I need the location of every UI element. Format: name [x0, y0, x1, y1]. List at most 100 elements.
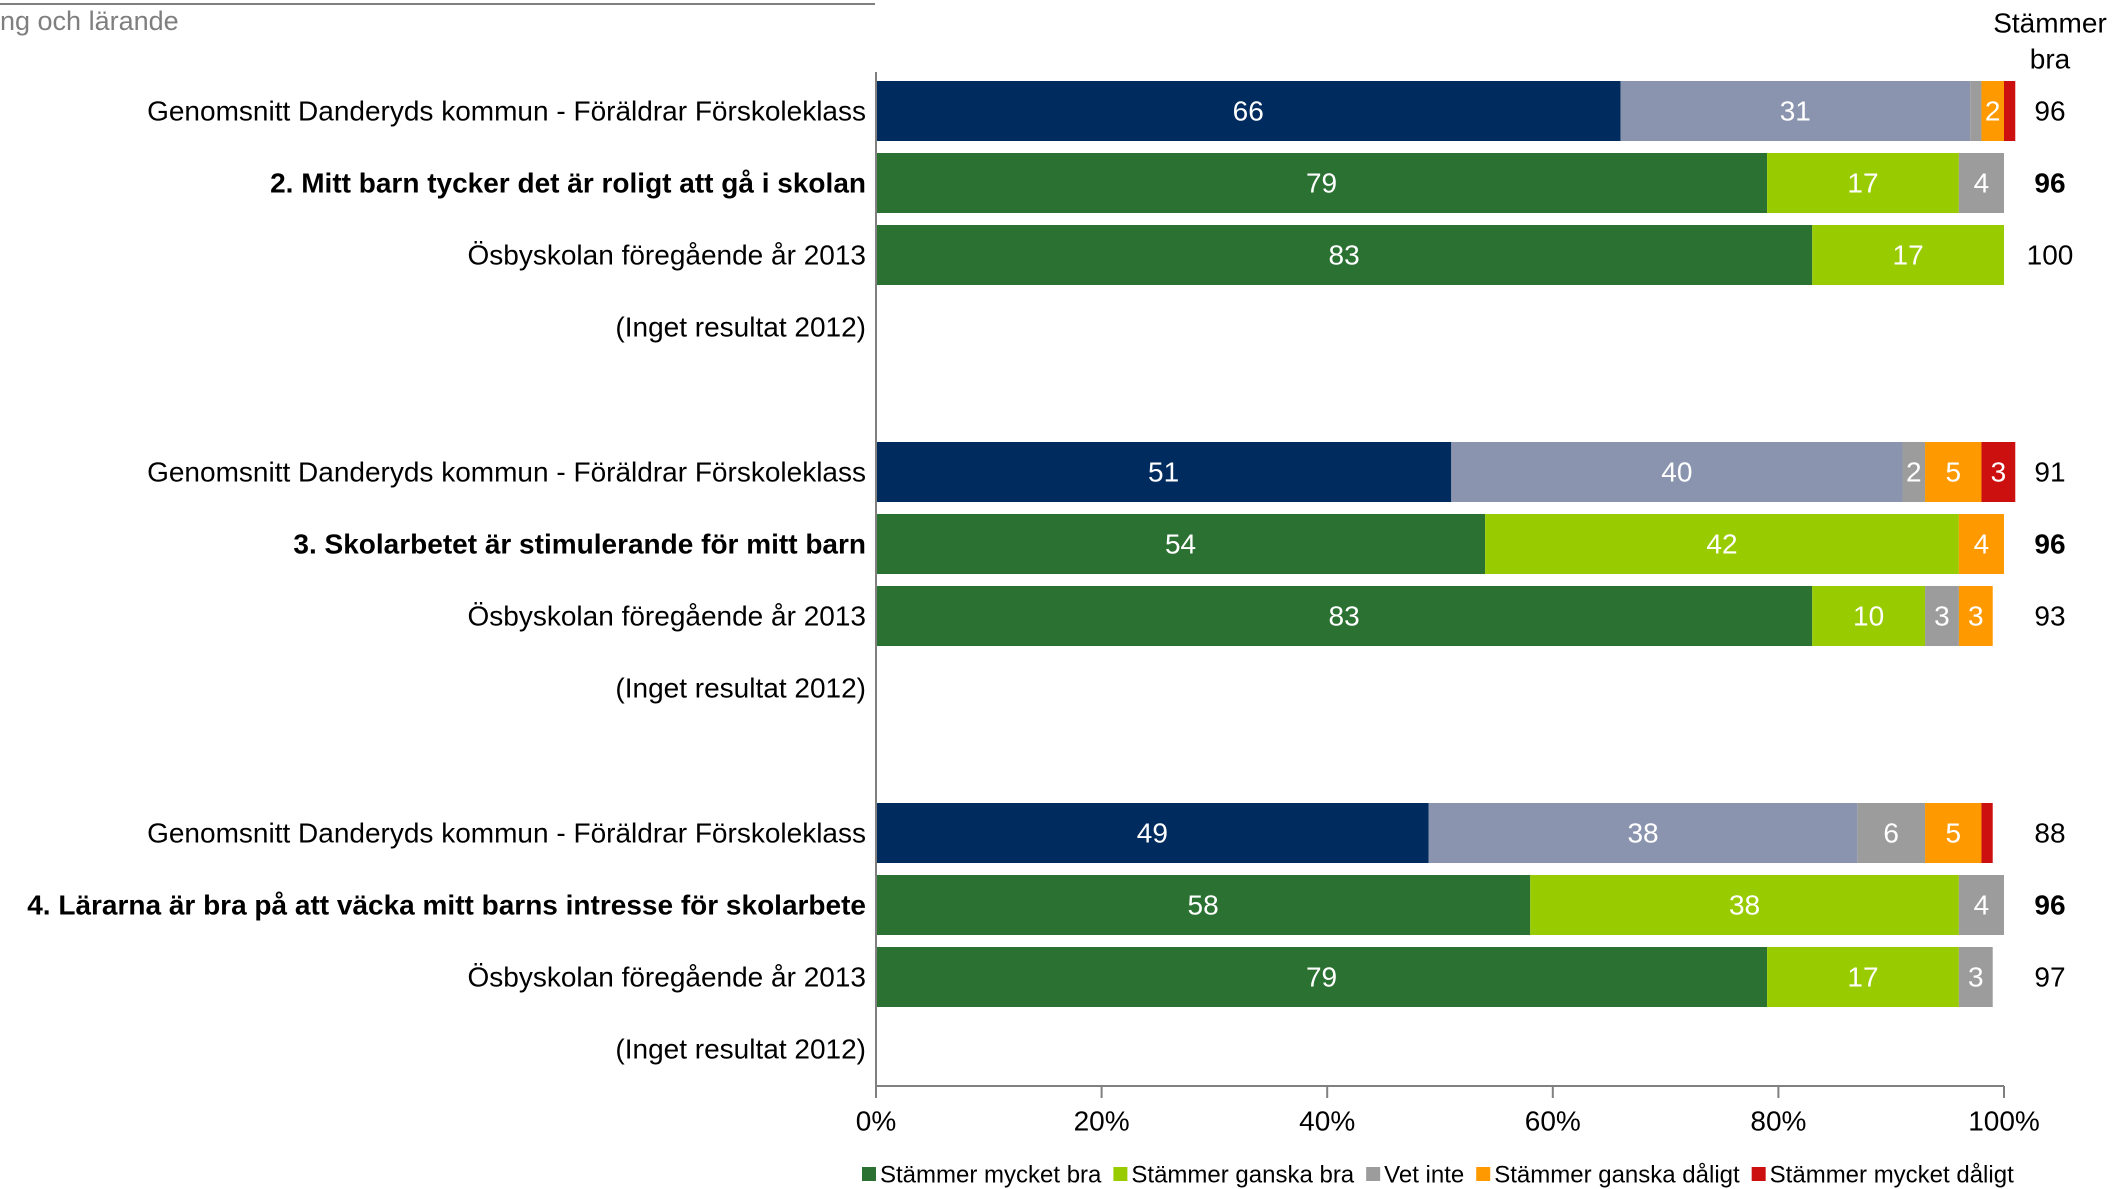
row-label: (Inget resultat 2012): [615, 1034, 866, 1065]
bar-segment: [876, 225, 1813, 285]
header-rule: [0, 3, 875, 5]
bar-segment: [1981, 442, 2016, 502]
segment-value-label: 49: [1137, 818, 1168, 849]
total-column-header: Stämmer bra: [1993, 8, 2107, 75]
row-total: 93: [2034, 601, 2065, 632]
row-label: Genomsnitt Danderyds kommun - Föräldrar …: [147, 96, 866, 127]
legend-label: Vet inte: [1384, 1162, 1464, 1189]
bar-segment: [1925, 586, 1959, 646]
segment-value-label: 2: [1985, 96, 2001, 127]
segment-value-label: 79: [1306, 962, 1337, 993]
row-label: 3. Skolarbetet är stimulerande för mitt …: [293, 529, 866, 560]
bar-segment: [1958, 875, 2004, 935]
row-label: Genomsnitt Danderyds kommun - Föräldrar …: [147, 457, 866, 488]
row-total: 96: [2034, 890, 2065, 921]
bar-segment: [876, 947, 1768, 1007]
bar-segment: [1767, 947, 1959, 1007]
row-label: Ösbyskolan föregående år 2013: [468, 601, 867, 632]
segment-value-label: 66: [1233, 96, 1264, 127]
x-tick-label: 100%: [1968, 1106, 2040, 1137]
bar-segment: [876, 586, 1813, 646]
x-tick-label: 80%: [1750, 1106, 1806, 1137]
bar-segment: [1812, 225, 2004, 285]
bar-segment: [1620, 81, 1971, 141]
segment-value-label: 5: [1945, 818, 1961, 849]
total-header-line: bra: [2030, 44, 2071, 75]
legend-label: Stämmer ganska bra: [1131, 1162, 1354, 1189]
segment-value-label: 10: [1853, 601, 1884, 632]
row-label: 2. Mitt barn tycker det är roligt att gå…: [270, 168, 866, 199]
bar-segment: [1958, 586, 1993, 646]
legend-label: Stämmer mycket dåligt: [1770, 1162, 2014, 1189]
segment-value-label: 83: [1329, 601, 1360, 632]
segment-value-label: 3: [1968, 962, 1984, 993]
row-total: 100: [2027, 240, 2074, 271]
segment-value-label: 31: [1780, 96, 1811, 127]
legend-swatch: [1113, 1167, 1128, 1181]
total-header-line: Stämmer: [1993, 8, 2107, 39]
row-label: (Inget resultat 2012): [615, 673, 866, 704]
bar-segment: [1767, 153, 1959, 213]
segment-value-label: 17: [1847, 962, 1878, 993]
legend: Stämmer mycket bra Stämmer ganska bra Vet …: [862, 1162, 2014, 1189]
segment-value-label: 3: [1968, 601, 1984, 632]
bar-segment: [1451, 442, 1903, 502]
segment-value-label: 42: [1706, 529, 1737, 560]
segment-value-label: 17: [1893, 240, 1924, 271]
row-label: Genomsnitt Danderyds kommun - Föräldrar …: [147, 818, 866, 849]
bar-segment: [876, 81, 1621, 141]
legend-swatch: [1476, 1167, 1491, 1181]
row-label: (Inget resultat 2012): [615, 312, 866, 343]
bar-segment: [1428, 803, 1858, 863]
bar-segment: [876, 153, 1768, 213]
x-tick-label: 40%: [1299, 1106, 1355, 1137]
bar-segment: [1485, 514, 1959, 574]
bar-segment: [876, 442, 1452, 502]
segment-value-label: 2: [1906, 457, 1922, 488]
segment-value-label: 3: [1934, 601, 1950, 632]
segment-value-label: 38: [1627, 818, 1658, 849]
bar-segment: [2004, 81, 2016, 141]
segment-value-label: 54: [1165, 529, 1196, 560]
legend-swatch: [1366, 1167, 1381, 1181]
x-tick-label: 60%: [1525, 1106, 1581, 1137]
bar-segment: [876, 514, 1486, 574]
segment-value-label: 6: [1883, 818, 1899, 849]
bar-segment: [1812, 586, 1926, 646]
x-tick-label: 0%: [856, 1106, 896, 1137]
row-total: 96: [2034, 529, 2065, 560]
x-tick-label: 20%: [1074, 1106, 1130, 1137]
bar-segment: [1958, 947, 1993, 1007]
bar-segment: [1925, 442, 1982, 502]
bar-segment: [1981, 81, 2004, 141]
legend-swatch: [1751, 1167, 1766, 1181]
segment-value-label: 3: [1991, 457, 2007, 488]
row-total: 91: [2034, 457, 2065, 488]
row-label: Ösbyskolan föregående år 2013: [468, 962, 867, 993]
x-axis: 0% 20% 40% 60% 80% 100%: [856, 72, 2040, 1137]
legend-label: Stämmer mycket bra: [880, 1162, 1102, 1189]
segment-value-label: 4: [1974, 529, 1990, 560]
bar-segment: [876, 803, 1429, 863]
bar-segment: [1925, 803, 1982, 863]
segment-value-label: 79: [1306, 168, 1337, 199]
segment-value-label: 4: [1974, 890, 1990, 921]
segment-value-label: 38: [1729, 890, 1760, 921]
segment-value-label: 58: [1188, 890, 1219, 921]
segment-value-label: 51: [1148, 457, 1179, 488]
bar-area: Genomsnitt Danderyds kommun - Föräldrar …: [27, 81, 2073, 1065]
bar-segment: [1530, 875, 1959, 935]
segment-value-label: 40: [1661, 457, 1692, 488]
row-label: 4. Lärarna är bra på att väcka mitt barn…: [27, 890, 866, 921]
bar-segment: [1958, 514, 2004, 574]
segment-value-label: 5: [1945, 457, 1961, 488]
bar-segment: [1958, 153, 2004, 213]
bar-segment: [1902, 442, 1926, 502]
segment-value-label: 4: [1974, 168, 1990, 199]
segment-value-label: 83: [1329, 240, 1360, 271]
bar-segment: [1981, 803, 1993, 863]
row-total: 96: [2034, 168, 2065, 199]
row-total: 97: [2034, 962, 2065, 993]
row-total: 88: [2034, 818, 2065, 849]
